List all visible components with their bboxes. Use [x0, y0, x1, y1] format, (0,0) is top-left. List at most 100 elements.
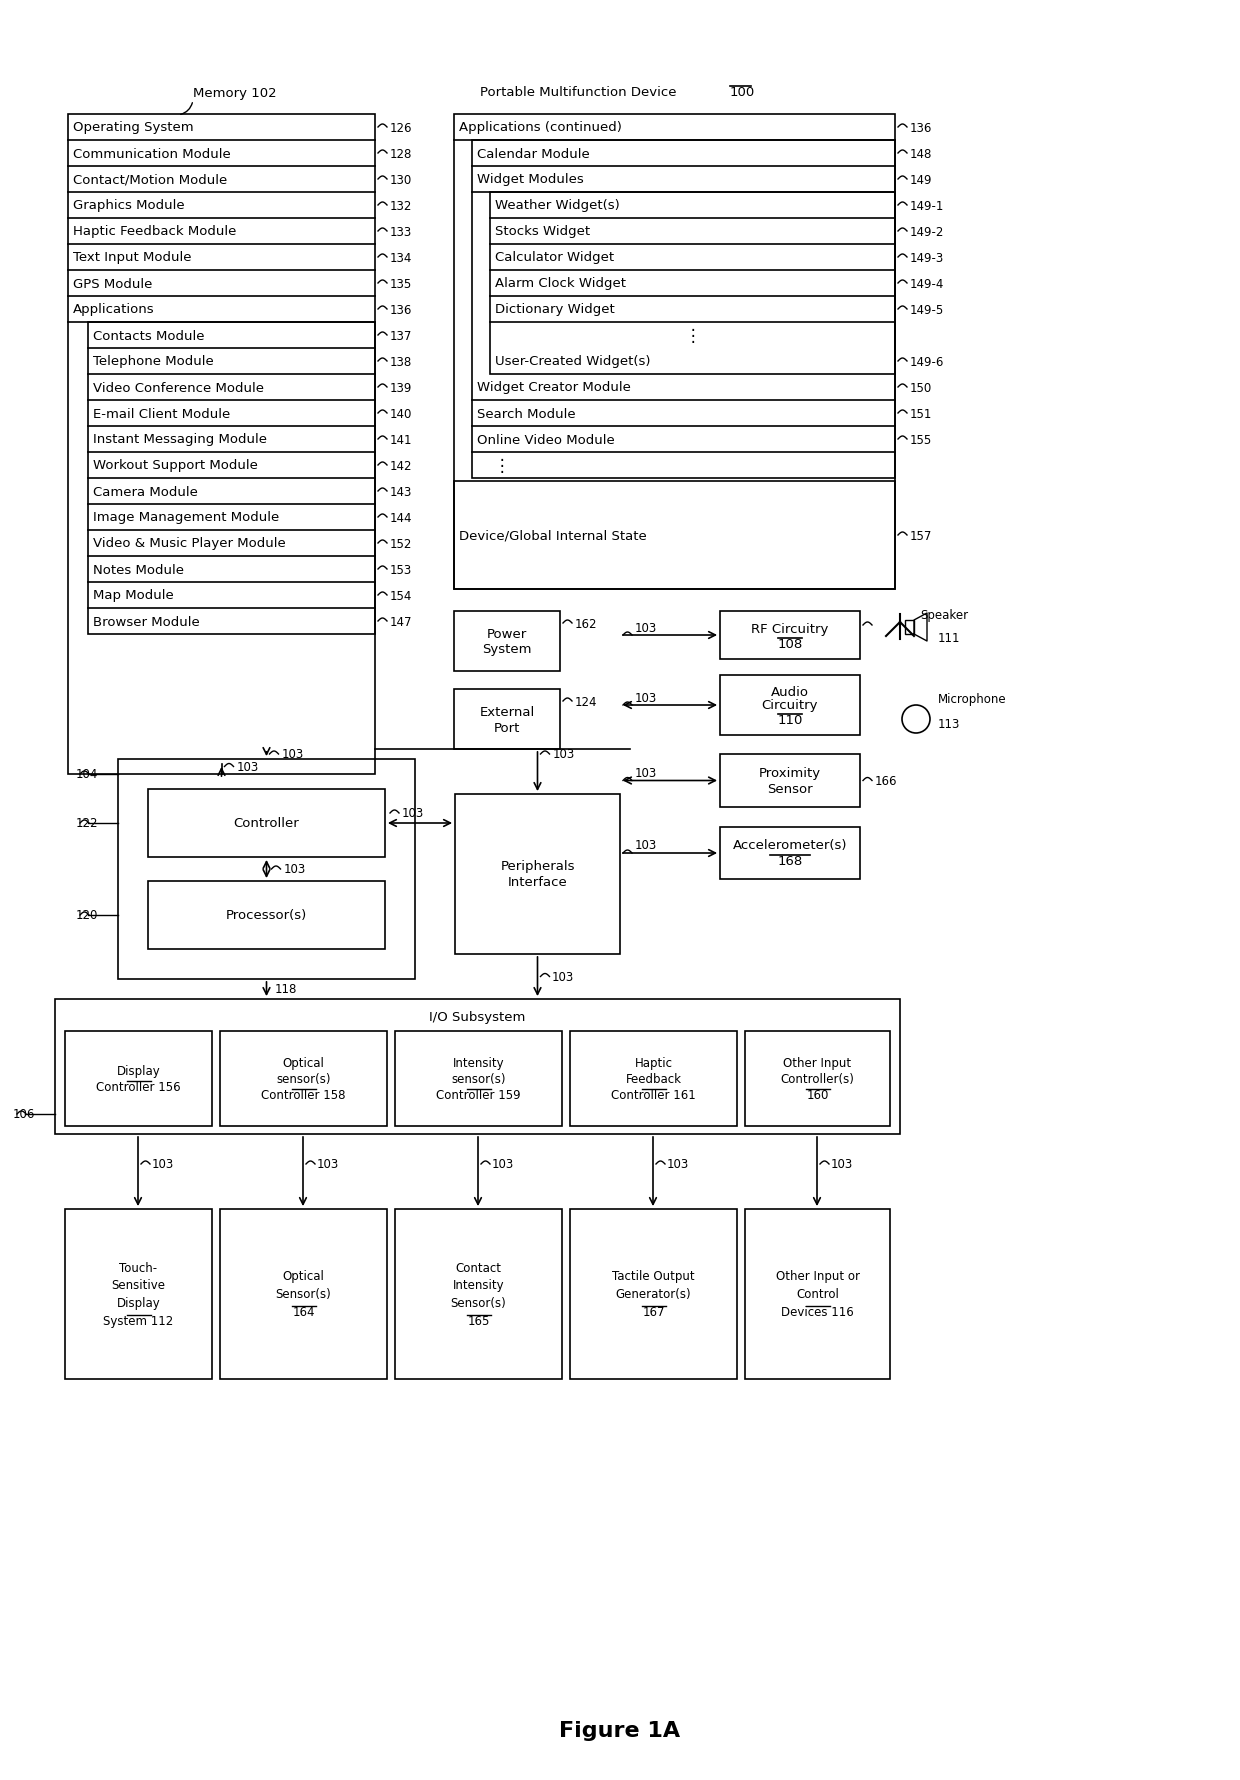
Text: Online Video Module: Online Video Module: [477, 433, 615, 447]
Bar: [219, 1031, 387, 1127]
Text: Alarm Clock Widget: Alarm Clock Widget: [495, 278, 626, 290]
Text: 103: 103: [281, 748, 304, 762]
Text: Controller(s): Controller(s): [780, 1072, 854, 1086]
Text: Haptic Feedback Module: Haptic Feedback Module: [73, 226, 237, 239]
Text: 149: 149: [910, 173, 932, 187]
Text: Telephone Module: Telephone Module: [93, 356, 213, 368]
Text: 152: 152: [391, 538, 413, 550]
Bar: [148, 881, 384, 949]
Bar: [88, 322, 374, 635]
Text: Calculator Widget: Calculator Widget: [495, 251, 614, 265]
Text: 103: 103: [402, 806, 424, 821]
Text: 118: 118: [274, 983, 296, 997]
Text: ⋮: ⋮: [684, 328, 701, 345]
Text: ⋮: ⋮: [494, 457, 511, 475]
Text: Peripherals: Peripherals: [500, 860, 575, 872]
Bar: [570, 1209, 737, 1380]
Text: 139: 139: [391, 381, 413, 395]
Text: System: System: [482, 643, 532, 657]
Text: Optical: Optical: [283, 1269, 325, 1283]
Text: Search Module: Search Module: [477, 408, 575, 420]
Text: Contacts Module: Contacts Module: [93, 329, 205, 342]
Text: 149-2: 149-2: [910, 226, 945, 239]
Text: 137: 137: [391, 329, 413, 342]
Text: 136: 136: [910, 121, 932, 135]
Text: Processor(s): Processor(s): [226, 910, 308, 922]
Text: Controller 161: Controller 161: [611, 1088, 696, 1102]
Text: 113: 113: [937, 717, 960, 732]
Text: 120: 120: [76, 910, 98, 922]
Text: 126: 126: [391, 121, 413, 135]
Text: 149-4: 149-4: [910, 278, 945, 290]
Text: 110: 110: [777, 714, 802, 726]
Text: 103: 103: [635, 767, 657, 780]
Text: Contact/Motion Module: Contact/Motion Module: [73, 173, 227, 187]
Text: 153: 153: [391, 562, 412, 577]
Text: 103: 103: [153, 1157, 175, 1171]
Text: 111: 111: [937, 632, 961, 644]
Bar: [118, 760, 415, 979]
Text: 149-6: 149-6: [910, 356, 945, 368]
Text: Devices 116: Devices 116: [781, 1307, 854, 1319]
Bar: [396, 1209, 562, 1380]
Text: Display: Display: [117, 1064, 160, 1077]
Text: Sensitive: Sensitive: [112, 1278, 165, 1292]
Text: 149-1: 149-1: [910, 199, 945, 212]
Bar: [454, 116, 895, 589]
Bar: [454, 612, 560, 671]
Text: 154: 154: [391, 589, 413, 602]
Text: 124: 124: [575, 696, 598, 708]
Bar: [905, 621, 914, 635]
Text: 103: 103: [667, 1157, 689, 1171]
Text: 103: 103: [635, 621, 657, 634]
Text: Other Input or: Other Input or: [775, 1269, 859, 1283]
Text: Applications: Applications: [73, 303, 155, 317]
Text: 130: 130: [391, 173, 412, 187]
Text: Map Module: Map Module: [93, 589, 174, 602]
Text: Image Management Module: Image Management Module: [93, 511, 279, 523]
Text: E-mail Client Module: E-mail Client Module: [93, 408, 231, 420]
Bar: [219, 1209, 387, 1380]
Text: Workout Support Module: Workout Support Module: [93, 459, 258, 472]
Text: 103: 103: [635, 838, 657, 853]
Text: 167: 167: [642, 1307, 665, 1319]
Text: 103: 103: [284, 863, 306, 876]
Text: 142: 142: [391, 459, 413, 472]
Text: Instant Messaging Module: Instant Messaging Module: [93, 433, 267, 447]
Bar: [472, 141, 895, 479]
Text: 103: 103: [552, 970, 574, 983]
Text: sensor(s): sensor(s): [451, 1072, 506, 1086]
Text: Notes Module: Notes Module: [93, 562, 184, 577]
Text: Dictionary Widget: Dictionary Widget: [495, 303, 615, 317]
Text: Haptic: Haptic: [635, 1056, 672, 1070]
Text: User-Created Widget(s): User-Created Widget(s): [495, 356, 651, 368]
Text: 165: 165: [467, 1315, 490, 1328]
Text: Port: Port: [494, 721, 521, 733]
Text: System 112: System 112: [103, 1315, 174, 1328]
Bar: [745, 1209, 890, 1380]
Text: 133: 133: [391, 226, 412, 239]
Text: 155: 155: [910, 433, 932, 447]
Text: 147: 147: [391, 616, 413, 628]
Text: 148: 148: [910, 148, 932, 160]
Bar: [64, 1209, 212, 1380]
Text: 162: 162: [575, 618, 598, 630]
Text: Touch-: Touch-: [119, 1260, 157, 1274]
Text: Camera Module: Camera Module: [93, 486, 198, 498]
Text: Operating System: Operating System: [73, 121, 193, 135]
Text: Widget Modules: Widget Modules: [477, 173, 584, 187]
Text: Microphone: Microphone: [937, 692, 1007, 707]
Text: Audio: Audio: [771, 685, 808, 698]
Bar: [720, 828, 861, 879]
Text: Figure 1A: Figure 1A: [559, 1719, 681, 1741]
Bar: [148, 790, 384, 858]
Bar: [396, 1031, 562, 1127]
Text: 151: 151: [910, 408, 932, 420]
Text: 166: 166: [875, 774, 898, 787]
Bar: [64, 1031, 212, 1127]
Text: 103: 103: [553, 748, 575, 762]
Text: Device/Global Internal State: Device/Global Internal State: [459, 529, 647, 543]
Text: Control: Control: [796, 1287, 839, 1301]
Text: 168: 168: [777, 854, 802, 869]
Text: sensor(s): sensor(s): [277, 1072, 331, 1086]
